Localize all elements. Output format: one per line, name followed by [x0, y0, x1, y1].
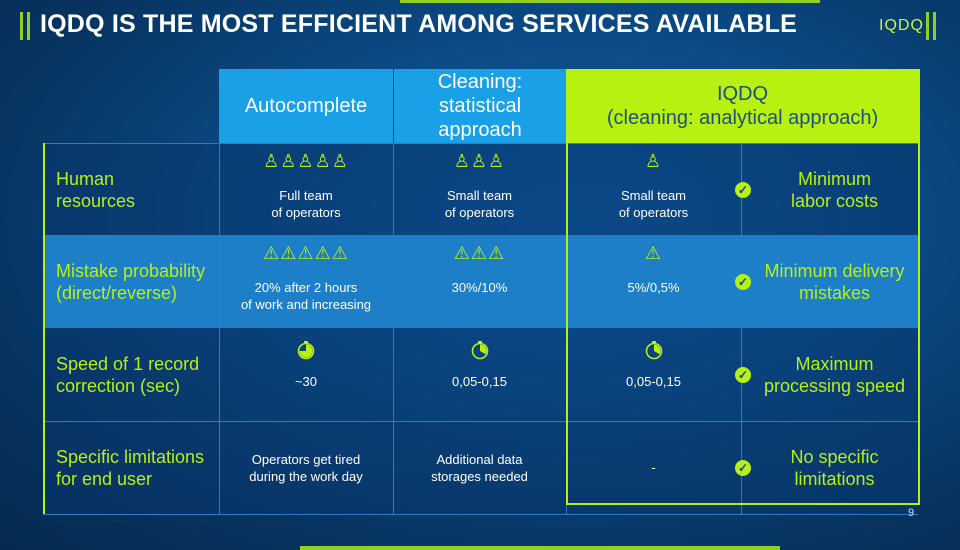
logo-accent-bar: [926, 12, 929, 40]
cell-iqdq-mistake: ⚠ 5%/0,5%: [566, 235, 741, 328]
warning-icon: ⚠⚠⚠: [453, 243, 506, 263]
cell-text: Operators get tired during the work day: [249, 451, 363, 484]
bottom-accent-strip: [300, 546, 780, 550]
cell-text: 5%/0,5%: [627, 280, 680, 295]
cell-autocomplete-speed: ~30: [219, 328, 393, 421]
cell-text: -: [651, 460, 656, 475]
stopwatch-icon: [645, 341, 662, 360]
cell-iqdq-human-resources: ♙ Small team of operators: [566, 143, 741, 235]
row-label-mistake-probability: Mistake probability (direct/reverse): [43, 235, 221, 328]
check-icon: ✓: [735, 459, 751, 476]
stopwatch-icon: [297, 341, 315, 360]
logo-accent-bar: [933, 12, 936, 40]
grid-divider: [219, 143, 220, 514]
cell-text: 0,05-0,15: [626, 374, 681, 389]
person-icon: ♙♙♙: [453, 151, 506, 171]
benefit-no-limitations: ✓ No specific limitations: [733, 421, 918, 514]
benefit-delivery-mistakes: ✓ Minimum delivery mistakes: [733, 235, 918, 328]
cell-text: Full team of operators: [271, 188, 341, 220]
title-accent-bar: [20, 12, 23, 40]
grid-divider: [43, 421, 918, 422]
cell-text: Small team of operators: [444, 188, 515, 220]
cell-text: 0,05-0,15: [452, 374, 507, 389]
logo: IQDQ: [879, 17, 924, 34]
stopwatch-icon: [471, 341, 488, 360]
cell-text: 20% after 2 hours of work and increasing: [240, 280, 372, 312]
cell-autocomplete-limitations: Operators get tired during the work day: [219, 421, 393, 514]
cell-autocomplete-human-resources: ♙♙♙♙♙ Full team of operators: [219, 143, 393, 235]
column-header-label: Autocomplete: [244, 95, 368, 117]
top-accent-strip: [400, 0, 820, 3]
cell-iqdq-limitations: -: [566, 421, 741, 514]
benefit-text: Minimum labor costs: [790, 168, 879, 211]
grid-divider: [43, 143, 918, 144]
cell-iqdq-speed: 0,05-0,15: [566, 328, 741, 421]
row-label-speed: Speed of 1 record correction (sec): [43, 328, 221, 421]
grid-divider: [741, 143, 742, 514]
cell-cleaning-speed: 0,05-0,15: [393, 328, 566, 421]
title-accent-bar: [27, 12, 30, 40]
cell-text: ~30: [294, 374, 318, 389]
page-title: IQDQ IS THE MOST EFFICIENT AMONG SERVICE…: [40, 10, 798, 38]
column-header-autocomplete: Autocomplete: [219, 69, 393, 143]
cell-text: Small team of operators: [618, 188, 689, 220]
warning-icon: ⚠: [644, 243, 663, 263]
column-header-label: IQDQ (cleaning: analytical approach): [606, 83, 879, 129]
cell-text: 30%/10%: [451, 280, 508, 295]
slide-number: 9: [908, 507, 915, 519]
row-label-text: Human resources: [56, 168, 136, 211]
cell-autocomplete-mistake: ⚠⚠⚠⚠⚠ 20% after 2 hours of work and incr…: [219, 235, 393, 328]
benefit-processing-speed: ✓ Maximum processing speed: [733, 328, 918, 421]
benefit-text: No specific limitations: [790, 446, 879, 489]
table-row: [43, 143, 918, 235]
column-header-label: Cleaning: statistical approach: [437, 71, 523, 141]
row-label-human-resources: Human resources: [43, 143, 221, 236]
row-label-text: Speed of 1 record correction (sec): [56, 353, 200, 396]
column-header-cleaning-statistical: Cleaning: statistical approach: [394, 69, 566, 143]
benefit-text: Maximum processing speed: [763, 353, 906, 396]
table-row: [43, 421, 918, 514]
grid-divider: [43, 514, 918, 515]
cell-cleaning-limitations: Additional data storages needed: [393, 421, 566, 514]
person-icon: ♙: [644, 151, 663, 171]
person-icon: ♙♙♙♙♙: [263, 151, 349, 171]
cell-cleaning-human-resources: ♙♙♙ Small team of operators: [393, 143, 566, 235]
check-icon: ✓: [735, 366, 751, 383]
check-icon: ✓: [735, 273, 751, 290]
cell-cleaning-mistake: ⚠⚠⚠ 30%/10%: [393, 235, 566, 328]
column-header-iqdq: IQDQ (cleaning: analytical approach): [567, 69, 918, 143]
benefit-labor-costs: ✓ Minimum labor costs: [733, 143, 918, 236]
check-icon: ✓: [735, 181, 751, 198]
cell-text: Additional data storages needed: [431, 451, 528, 484]
warning-icon: ⚠⚠⚠⚠⚠: [263, 243, 349, 263]
benefit-text: Minimum delivery mistakes: [764, 260, 905, 303]
row-label-text: Mistake probability (direct/reverse): [56, 260, 206, 303]
row-label-text: Specific limitations for end user: [56, 446, 205, 489]
grid-divider: [393, 143, 394, 514]
row-label-limitations: Specific limitations for end user: [43, 421, 221, 514]
table-row: [43, 235, 918, 328]
